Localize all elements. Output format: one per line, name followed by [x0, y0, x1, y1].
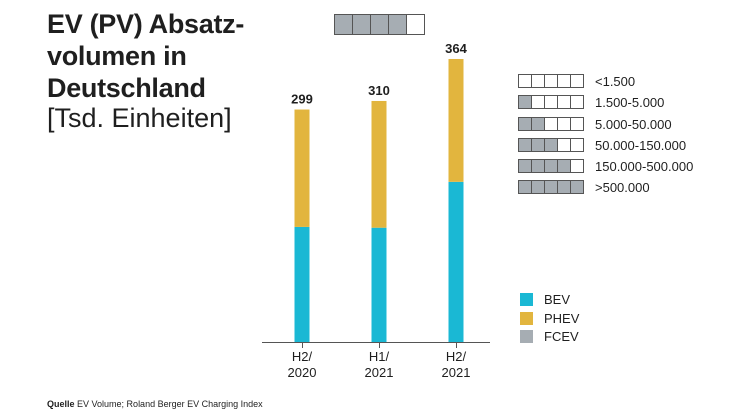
x-tick-label: H2/	[446, 349, 467, 364]
scale-box	[557, 74, 571, 88]
scale-box	[570, 159, 584, 173]
scale-box	[570, 117, 584, 131]
scale-box	[531, 180, 545, 194]
scale-label: 50.000-150.000	[595, 137, 687, 153]
legend-item-phev: PHEV	[520, 310, 580, 326]
scale-box	[531, 159, 545, 173]
bar-bev	[294, 226, 310, 342]
bar-bev	[448, 181, 464, 342]
scale-box	[557, 117, 571, 131]
source-text: EV Volume; Roland Berger EV Charging Ind…	[77, 399, 263, 409]
scale-item: 150.000-500.000	[518, 158, 694, 174]
scale-label: <1.500	[595, 73, 636, 89]
x-tick-label: H1/	[369, 349, 390, 364]
scale-box	[518, 117, 532, 131]
scale-box	[557, 138, 571, 152]
x-tick-label: 2021	[365, 365, 394, 380]
bar-phev	[371, 100, 387, 228]
chart-subtitle: [Tsd. Einheiten]	[47, 103, 232, 133]
bar-phev	[294, 109, 310, 227]
scale-boxes	[518, 159, 584, 173]
legend-label-fcev: FCEV	[544, 328, 579, 344]
scale-box	[557, 180, 571, 194]
legend-swatch-fcev	[520, 329, 533, 343]
scale-box	[544, 95, 558, 109]
scale-box	[544, 180, 558, 194]
scale-label: 1.500-5.000	[595, 94, 665, 110]
header-indicator-box	[406, 14, 425, 35]
scale-box	[531, 138, 545, 152]
bar-phev	[448, 58, 464, 182]
scale-label: 5.000-50.000	[595, 116, 672, 132]
bar-total-label: 310	[368, 83, 390, 98]
title-line-3: Deutschland	[47, 73, 206, 103]
legend-swatch-phev	[520, 311, 533, 325]
scale-label: 150.000-500.000	[595, 158, 694, 174]
scale-boxes	[518, 138, 584, 152]
legend-label-phev: PHEV	[544, 310, 580, 326]
legend-swatch-bev	[520, 292, 533, 306]
scale-box	[531, 74, 545, 88]
scale-box	[518, 95, 532, 109]
scale-item: 5.000-50.000	[518, 116, 672, 132]
x-tick-label: H2/	[292, 349, 313, 364]
scale-box	[518, 138, 532, 152]
scale-box	[531, 117, 545, 131]
source-label: Quelle	[47, 399, 75, 409]
bar-total-label: 364	[445, 41, 467, 56]
x-tick-label: 2020	[288, 365, 317, 380]
scale-box	[518, 159, 532, 173]
title-line-1: EV (PV) Absatz-	[47, 9, 245, 39]
scale-item: >500.000	[518, 179, 650, 195]
title-line-2: volumen in	[47, 41, 187, 71]
scale-item: 50.000-150.000	[518, 137, 687, 153]
x-tick-label: 2021	[442, 365, 471, 380]
scale-label: >500.000	[595, 179, 650, 195]
scale-box	[544, 159, 558, 173]
scale-box	[518, 74, 532, 88]
bar-total-label: 299	[291, 92, 313, 107]
scale-boxes	[518, 74, 584, 88]
scale-item: 1.500-5.000	[518, 94, 665, 110]
scale-boxes	[518, 117, 584, 131]
bar-bev	[371, 227, 387, 342]
scale-boxes	[518, 95, 584, 109]
scale-box	[518, 180, 532, 194]
scale-box	[544, 138, 558, 152]
scale-box	[544, 117, 558, 131]
scale-item: <1.500	[518, 73, 636, 89]
scale-box	[570, 95, 584, 109]
scale-box	[570, 180, 584, 194]
scale-box	[570, 74, 584, 88]
legend-item-bev: BEV	[520, 291, 571, 307]
chart-title: EV (PV) Absatz- volumen in Deutschland	[47, 8, 277, 104]
header-indicator	[334, 14, 425, 35]
scale-box	[557, 95, 571, 109]
scale-box	[531, 95, 545, 109]
scale-boxes	[518, 180, 584, 194]
scale-box	[570, 138, 584, 152]
source-note: Quelle EV Volume; Roland Berger EV Charg…	[47, 399, 263, 409]
legend-item-fcev: FCEV	[520, 328, 579, 344]
scale-box	[557, 159, 571, 173]
scale-box	[544, 74, 558, 88]
legend-label-bev: BEV	[544, 291, 571, 307]
